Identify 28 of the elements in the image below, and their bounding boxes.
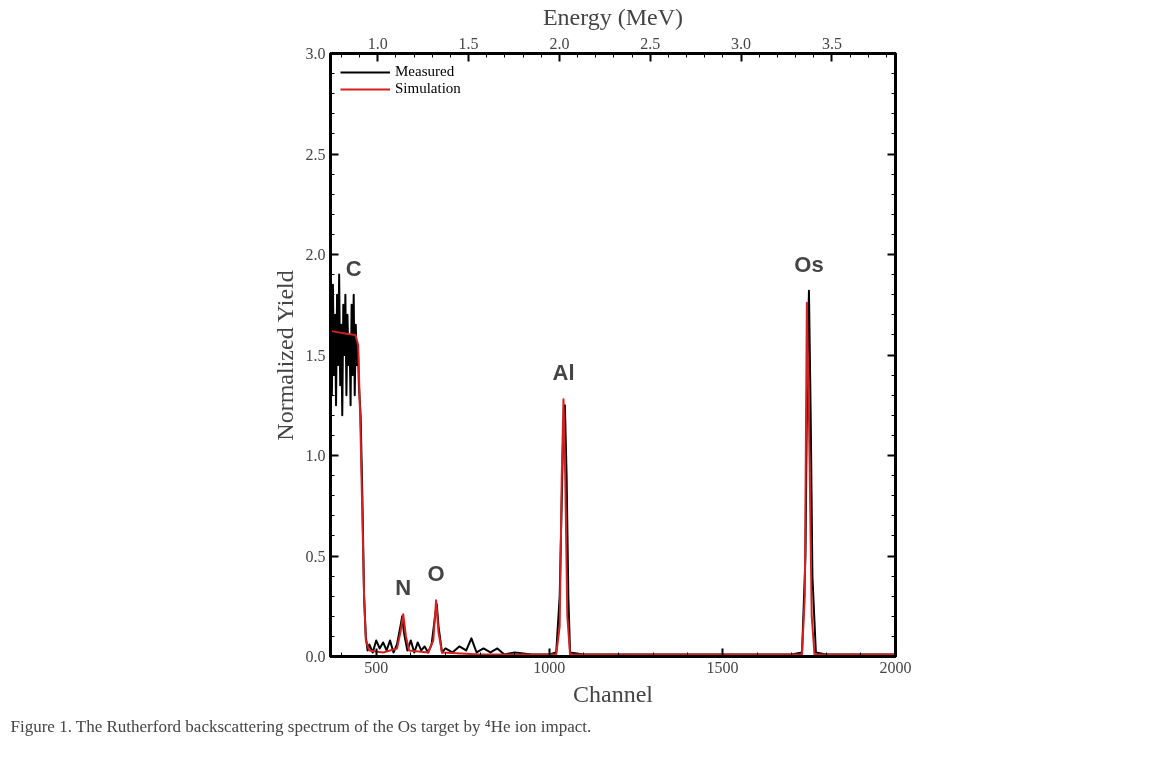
x-tick-label: 1500 [706,658,739,676]
annotation: C [345,255,362,281]
x2-tick-label: 2.5 [640,34,661,52]
y-tick-label: 1.5 [305,346,326,364]
x-tick-label: 2000 [879,658,912,676]
annotation: O [427,561,445,587]
x-tick-label: 1000 [533,658,566,676]
x2-tick-label: 1.5 [458,34,479,52]
x-tick-label: 500 [364,658,389,676]
annotation: N [395,575,412,601]
legend-label: Simulation [395,80,461,97]
x2-tick-label: 3.0 [731,34,752,52]
annotation: Os [794,251,824,277]
caption: Figure 1. The Rutherford backscattering spectrum of the Os target by ⁴He ion impact. [10,716,592,736]
y-tick-label: 0.0 [305,648,326,665]
y-tick-label: 2.0 [305,246,326,263]
x2-tick-label: 2.0 [549,34,570,52]
x-axis-title: Channel [573,680,654,707]
y-tick-label: 3.0 [305,45,326,62]
legend-label: Measured [395,63,455,80]
y-axis-title: Normalized Yield [271,270,298,441]
annotation: Al [552,360,575,386]
y-tick-label: 2.5 [305,145,326,163]
y-tick-label: 0.5 [305,547,326,565]
y-tick-label: 1.0 [305,447,326,464]
x2-axis-title: Energy (MeV) [542,3,684,30]
x2-tick-label: 3.5 [821,34,842,52]
x2-tick-label: 1.0 [367,34,388,52]
